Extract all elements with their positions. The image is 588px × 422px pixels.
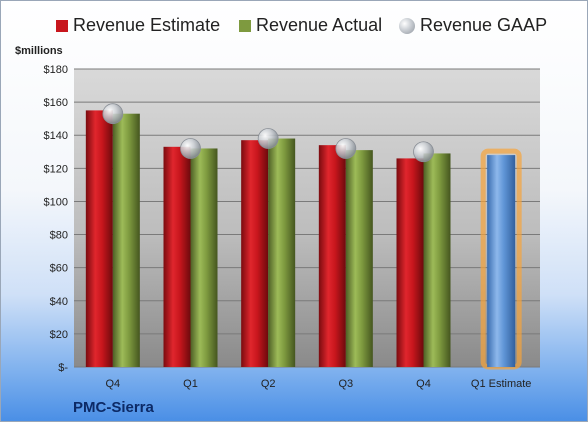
bar-revenue-actual — [190, 148, 218, 367]
bar-revenue-estimate — [85, 110, 113, 367]
legend-swatch-actual — [239, 19, 251, 32]
x-tick-labels: Q4 Q1 Q2 Q3 Q4 Q1 Estimate — [105, 378, 531, 390]
y-tick-label: $40 — [50, 296, 68, 308]
y-tick-label: $- — [58, 362, 68, 374]
marker-revenue-gaap — [335, 138, 357, 159]
gaap-markers — [102, 103, 434, 163]
x-tick-label: Q4 — [105, 378, 120, 390]
marker-revenue-gaap — [413, 141, 434, 163]
legend-marker-gaap-icon — [399, 17, 415, 34]
legend: Revenue Estimate Revenue Actual Revenue … — [1, 15, 587, 39]
gridlines — [74, 68, 540, 368]
legend-swatch-estimate — [56, 19, 68, 32]
legend-label-gaap: Revenue GAAP — [420, 15, 548, 35]
company-name: PMC-Sierra — [73, 399, 154, 416]
marker-revenue-gaap — [257, 128, 279, 149]
plot-area — [74, 69, 540, 367]
x-tick-label: Q3 — [338, 378, 353, 390]
bar-revenue-estimate — [396, 158, 424, 367]
bar-revenue-actual — [423, 153, 451, 367]
legend-item-gaap: Revenue GAAP — [399, 15, 547, 36]
x-tick-label: Q1 — [183, 378, 198, 390]
y-tick-label: $20 — [50, 329, 68, 341]
y-tick-label: $140 — [44, 130, 68, 142]
legend-item-estimate: Revenue Estimate — [56, 15, 220, 36]
y-tick-labels: $- $20 $40 $60 $80 $100 $120 $140 $160 $180 — [44, 64, 69, 374]
y-axis-label: $millions — [15, 45, 63, 57]
bar-revenue-estimate — [318, 145, 346, 367]
y-tick-label: $80 — [50, 230, 68, 242]
bar-revenue-estimate — [163, 146, 191, 367]
legend-label-actual: Revenue Actual — [256, 15, 383, 35]
bar-revenue-forecast — [487, 155, 516, 367]
legend-label-estimate: Revenue Estimate — [73, 15, 221, 35]
x-tick-label: Q4 — [416, 378, 431, 390]
x-tick-label: Q1 Estimate — [471, 378, 532, 390]
legend-item-actual: Revenue Actual — [239, 15, 382, 36]
x-tick-label: Q2 — [261, 378, 276, 390]
y-tick-label: $100 — [44, 196, 68, 208]
bar-revenue-actual — [112, 113, 140, 367]
y-tick-label: $120 — [44, 163, 68, 175]
y-tick-label: $180 — [44, 64, 68, 76]
bar-revenue-estimate — [241, 140, 269, 367]
bars — [85, 110, 522, 370]
marker-revenue-gaap — [180, 138, 201, 159]
y-tick-label: $160 — [44, 97, 68, 109]
bar-revenue-actual — [345, 150, 373, 367]
bar-revenue-actual — [268, 138, 296, 367]
marker-revenue-gaap — [102, 103, 124, 125]
y-tick-label: $60 — [50, 263, 68, 275]
